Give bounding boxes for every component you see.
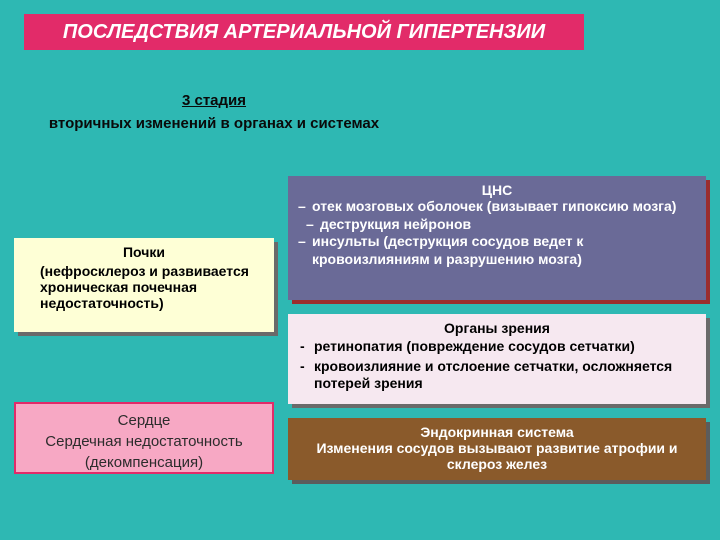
heart-line2: Сердечная недостаточность — [24, 431, 264, 452]
slide: ПОСЛЕДСТВИЯ АРТЕРИАЛЬНОЙ ГИПЕРТЕНЗИИ 3 с… — [0, 0, 720, 540]
cns-list: отек мозговых оболочек (визывает гипокси… — [298, 198, 696, 268]
vision-item: ретинопатия (повреждение сосудов сетчатк… — [298, 338, 696, 356]
kidneys-body: (нефросклероз и развивается хроническая … — [24, 263, 264, 311]
heart-box: Сердце Сердечная недостаточность (декомп… — [14, 402, 274, 474]
cns-title: ЦНС — [298, 182, 696, 198]
kidneys-title: Почки — [24, 244, 264, 260]
endocrine-body: Изменения сосудов вызывают развитие атро… — [298, 440, 696, 472]
heart-line3: (декомпенсация) — [24, 452, 264, 473]
stage-title: 3 стадия — [14, 90, 414, 113]
cns-item: инсульты (деструкция сосудов ведет к кро… — [298, 233, 696, 268]
endocrine-box: Эндокринная система Изменения сосудов вы… — [288, 418, 706, 480]
cns-box: ЦНС отек мозговых оболочек (визывает гип… — [288, 176, 706, 300]
vision-item: кровоизлияние и отслоение сетчатки, осло… — [298, 358, 696, 393]
stage-box: 3 стадия вторичных изменений в органах и… — [14, 90, 414, 135]
endocrine-title: Эндокринная система — [298, 424, 696, 440]
vision-list: ретинопатия (повреждение сосудов сетчатк… — [298, 338, 696, 393]
kidneys-box: Почки (нефросклероз и развивается хронич… — [14, 238, 274, 332]
slide-title: ПОСЛЕДСТВИЯ АРТЕРИАЛЬНОЙ ГИПЕРТЕНЗИИ — [24, 14, 584, 50]
slide-title-text: ПОСЛЕДСТВИЯ АРТЕРИАЛЬНОЙ ГИПЕРТЕНЗИИ — [63, 21, 545, 44]
cns-item: –деструкция нейронов — [298, 216, 696, 234]
stage-subtitle: вторичных изменений в органах и системах — [49, 115, 379, 132]
vision-title: Органы зрения — [298, 320, 696, 336]
heart-line1: Сердце — [24, 410, 264, 431]
cns-item: отек мозговых оболочек (визывает гипокси… — [298, 198, 696, 216]
vision-box: Органы зрения ретинопатия (повреждение с… — [288, 314, 706, 404]
